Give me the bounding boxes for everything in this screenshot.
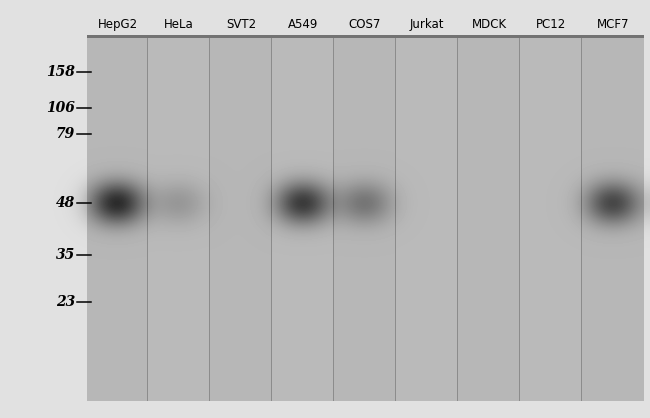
Text: MDCK: MDCK bbox=[471, 18, 506, 31]
Text: PC12: PC12 bbox=[536, 18, 566, 31]
Text: 106: 106 bbox=[46, 101, 75, 115]
Text: A549: A549 bbox=[288, 18, 318, 31]
Text: 23: 23 bbox=[56, 295, 75, 309]
Text: HepG2: HepG2 bbox=[98, 18, 138, 31]
Text: SVT2: SVT2 bbox=[226, 18, 256, 31]
Text: COS7: COS7 bbox=[349, 18, 381, 31]
Text: 35: 35 bbox=[56, 247, 75, 262]
Text: HeLa: HeLa bbox=[164, 18, 194, 31]
Text: 158: 158 bbox=[46, 65, 75, 79]
Text: 48: 48 bbox=[56, 196, 75, 210]
Text: Jurkat: Jurkat bbox=[410, 18, 444, 31]
Text: MCF7: MCF7 bbox=[597, 18, 629, 31]
Text: 79: 79 bbox=[56, 127, 75, 141]
